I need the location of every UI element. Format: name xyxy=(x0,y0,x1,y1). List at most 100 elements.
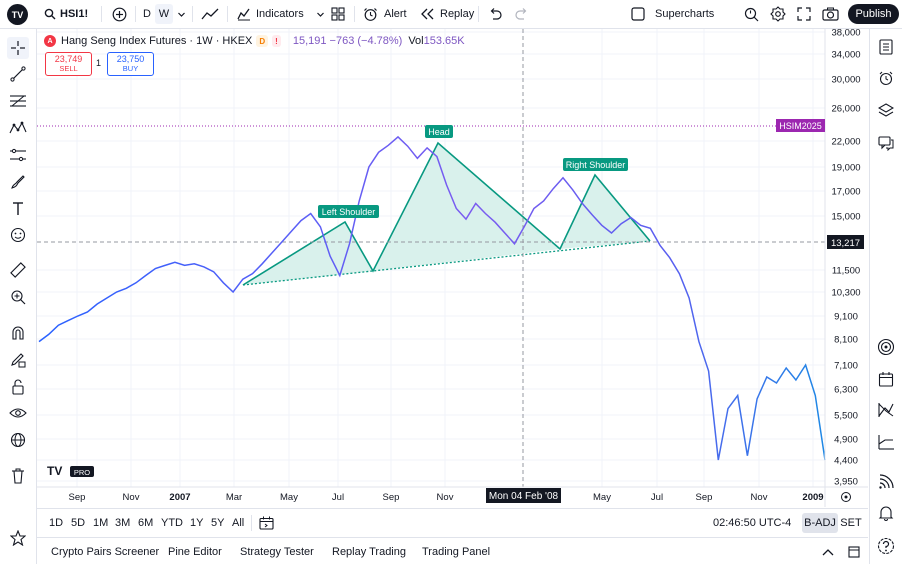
legend-ohlc: 15,191 −763 (−4.78%) xyxy=(292,35,403,47)
timezone-clock[interactable]: 02:46:50 UTC-4 xyxy=(713,517,792,529)
tradingview-logo[interactable]: TV xyxy=(7,4,28,25)
maximize-panel-button[interactable] xyxy=(848,538,860,565)
order-quantity[interactable]: 1 xyxy=(96,58,102,68)
crosshair-price-label: 13,217 xyxy=(827,235,864,249)
stay-drawing-tool[interactable] xyxy=(7,349,29,371)
ideas-button[interactable] xyxy=(875,399,897,421)
indicators-button[interactable]: Indicators xyxy=(237,0,325,28)
streams-button[interactable] xyxy=(875,471,897,493)
price-tick-label: 9,100 xyxy=(834,312,858,323)
settings-button[interactable] xyxy=(770,0,786,28)
brush-tool[interactable] xyxy=(7,171,29,193)
range-1d[interactable]: 1D xyxy=(49,517,64,529)
range-ytd[interactable]: YTD xyxy=(161,517,183,529)
supercharts-button[interactable]: Supercharts xyxy=(631,0,714,28)
hide-tool[interactable] xyxy=(7,402,29,424)
text-tool[interactable] xyxy=(7,198,29,220)
range-all[interactable]: All xyxy=(232,517,245,529)
snapshot-button[interactable] xyxy=(822,0,839,28)
range-5d[interactable]: 5D xyxy=(71,517,86,529)
fib-tool[interactable] xyxy=(7,90,29,112)
buy-price: 23,750 xyxy=(116,54,145,64)
annotation-right-shoulder[interactable]: Right Shoulder xyxy=(563,158,628,171)
publish-button[interactable]: Publish xyxy=(848,4,899,24)
layers-button[interactable] xyxy=(875,99,897,121)
range-1y[interactable]: 1Y xyxy=(190,517,204,529)
annotation-head[interactable]: Head xyxy=(425,125,453,138)
chart-type-button[interactable] xyxy=(201,0,219,28)
interval-dropdown[interactable] xyxy=(177,0,186,28)
hsim-marker-label: HSIM2025 xyxy=(776,119,825,132)
magnet-icon xyxy=(12,326,24,340)
quick-search-button[interactable] xyxy=(744,0,759,28)
watchlist-button[interactable] xyxy=(875,36,897,58)
neckline[interactable] xyxy=(242,240,651,286)
adjustment-toggle[interactable]: B-ADJ xyxy=(802,513,838,533)
market-button[interactable] xyxy=(875,431,897,453)
magnet-tool[interactable] xyxy=(7,322,29,344)
time-tick-label: May xyxy=(593,492,611,503)
session-toggle[interactable]: SET xyxy=(840,517,862,529)
bell-icon xyxy=(878,506,894,521)
interval-w-button[interactable]: W xyxy=(155,4,173,24)
measure-tool[interactable] xyxy=(7,259,29,281)
tab-pine-editor[interactable]: Pine Editor xyxy=(168,545,222,558)
price-series-line[interactable] xyxy=(38,135,826,461)
time-tick-label: May xyxy=(280,492,298,503)
range-1m[interactable]: 1M xyxy=(93,517,109,529)
layouts-button[interactable] xyxy=(331,0,345,28)
alert-button[interactable]: Alert xyxy=(363,0,407,28)
square-icon xyxy=(631,7,645,21)
trash-icon xyxy=(12,468,24,484)
redo-button[interactable] xyxy=(515,0,529,28)
replay-button[interactable]: Replay xyxy=(421,0,474,28)
help-button[interactable] xyxy=(875,535,897,557)
tab-crypto-pairs-screener[interactable]: Crypto Pairs Screener xyxy=(51,545,160,558)
remove-tool[interactable] xyxy=(7,465,29,487)
buy-button[interactable]: 23,750 BUY xyxy=(107,52,154,76)
price-chart[interactable]: 38,000 34,000 30,000 26,000 22,000 19,000 17,0… xyxy=(37,29,868,507)
crosshair-tool[interactable] xyxy=(7,37,29,59)
emoji-tool[interactable] xyxy=(7,224,29,246)
price-tick-label: 6,300 xyxy=(834,385,858,396)
tab-strategy-tester[interactable]: Strategy Tester xyxy=(240,545,314,558)
trend-line-tool[interactable] xyxy=(7,63,29,85)
calendar-button[interactable] xyxy=(875,368,897,390)
range-6m[interactable]: 6M xyxy=(138,517,154,529)
tab-trading-panel[interactable]: Trading Panel xyxy=(422,545,491,558)
tab-replay-trading[interactable]: Replay Trading xyxy=(332,545,406,558)
gear-icon xyxy=(770,6,786,22)
range-3m[interactable]: 3M xyxy=(115,517,131,529)
collapse-panel-button[interactable] xyxy=(822,538,834,565)
warning-badge[interactable]: ! xyxy=(272,35,281,47)
goto-date-button[interactable] xyxy=(259,509,274,537)
sell-button[interactable]: 23,749 SELL xyxy=(45,52,92,76)
symbol-search[interactable]: HSI1! xyxy=(44,0,88,28)
favorites-tool[interactable] xyxy=(7,527,29,549)
patterns-tool[interactable] xyxy=(7,117,29,139)
annotation-left-shoulder[interactable]: Left Shoulder xyxy=(318,205,379,218)
time-axis[interactable]: Sep Nov 2007 Mar May Jul Sep Nov May Jul Sep Nov 200… xyxy=(69,492,824,503)
compare-button[interactable] xyxy=(112,0,127,28)
projection-tool[interactable] xyxy=(7,144,29,166)
layers-icon xyxy=(878,103,894,117)
range-5y[interactable]: 5Y xyxy=(211,517,225,529)
fullscreen-button[interactable] xyxy=(797,0,811,28)
alerts-button[interactable] xyxy=(875,67,897,89)
chats-button[interactable] xyxy=(875,132,897,154)
axis-settings-button[interactable] xyxy=(841,492,851,502)
globe-icon xyxy=(10,432,26,448)
object-tree-tool[interactable] xyxy=(7,429,29,451)
delayed-badge[interactable]: D xyxy=(256,35,269,47)
zoom-tool[interactable] xyxy=(7,286,29,308)
pattern-outline[interactable] xyxy=(242,141,651,286)
undo-button[interactable] xyxy=(488,0,502,28)
time-tick-label: Nov xyxy=(751,492,768,503)
interval-d-button[interactable]: D xyxy=(143,8,151,20)
price-axis[interactable]: 38,000 34,000 30,000 26,000 22,000 19,000 17,0… xyxy=(831,29,860,488)
notifications-button[interactable] xyxy=(875,502,897,524)
sell-label: SELL xyxy=(59,64,78,73)
legend-title[interactable]: Hang Seng Index Futures · 1W · HKEX xyxy=(61,35,253,47)
lock-tool[interactable] xyxy=(7,376,29,398)
target-button[interactable] xyxy=(875,336,897,358)
